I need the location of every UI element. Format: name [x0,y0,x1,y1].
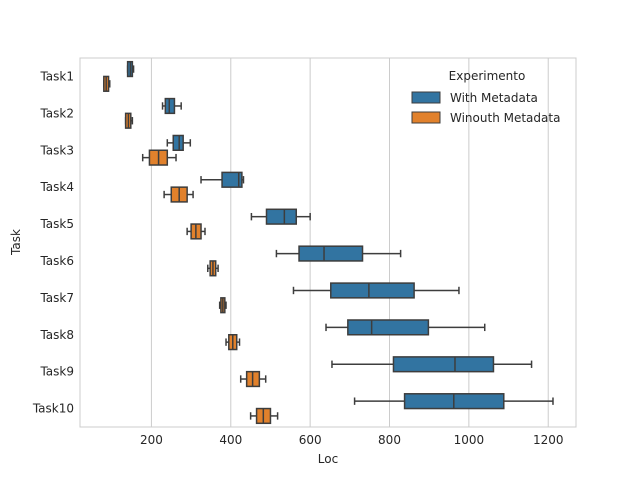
x-axis-label: Loc [318,452,338,466]
y-tick-label-task7: Task7 [39,291,74,305]
y-tick-label-task8: Task8 [39,328,74,342]
y-tick-label-task3: Task3 [39,143,74,157]
legend-swatch-with-metadata [411,91,441,104]
box-task9-with-metadata [392,356,495,373]
x-tick-label-600: 600 [299,433,322,447]
x-tick-label-1000: 1000 [454,433,485,447]
box-task3-with-metadata [172,134,184,152]
x-tick-label-1200: 1200 [533,433,564,447]
x-tick-label-800: 800 [378,433,401,447]
box-task4-with-metadata [221,171,243,188]
legend-label-with-metadata: With Metadata [450,91,538,105]
box-task8-with-metadata [347,319,430,336]
box-task7-with-metadata [330,282,415,299]
box-task6-with-metadata [298,245,364,262]
legend-swatch-winouth-metadata [411,111,441,124]
legend-title: Experimento [449,69,526,83]
y-tick-label-task5: Task5 [39,217,74,231]
y-tick-label-task4: Task4 [39,180,74,194]
grid-layer [150,58,549,427]
y-tick-label-task9: Task9 [39,365,74,379]
y-tick-label-task10: Task10 [32,402,74,416]
legend: Experimento With Metadata Winouth Metada… [411,69,560,125]
legend-label-winouth-metadata: Winouth Metadata [450,111,560,125]
tick-layer: 200 400 600 800 1000 1200 Task1 Task2 Task3 Task4… [32,69,564,447]
y-tick-label-task1: Task1 [39,69,74,83]
y-tick-label-task2: Task2 [39,106,74,120]
box-layer [103,60,554,425]
x-tick-label-400: 400 [219,433,242,447]
box-task5-with-metadata [265,208,298,225]
y-tick-label-task6: Task6 [39,254,74,268]
plot-frame [79,57,577,428]
x-tick-label-200: 200 [140,433,163,447]
y-axis-label: Task [9,229,23,256]
